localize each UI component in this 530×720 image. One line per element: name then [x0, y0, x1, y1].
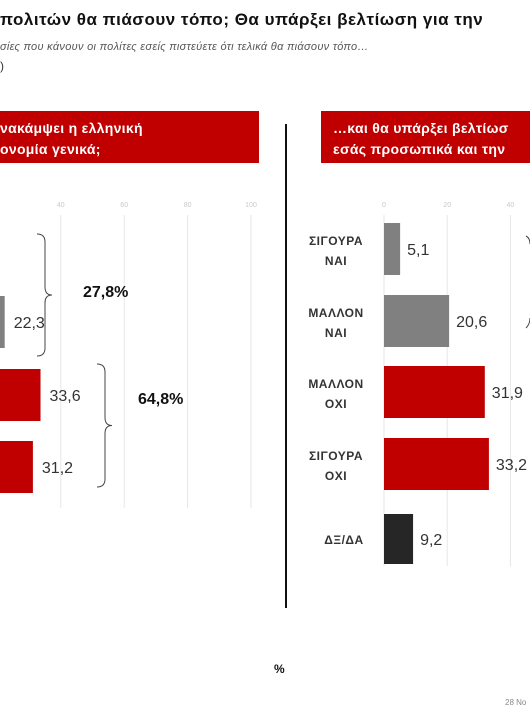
- right-tick-label: 20: [443, 202, 451, 209]
- left-bar-1: [0, 296, 5, 348]
- right-bar-3: [384, 366, 485, 418]
- left-bar-value-label: 31,2: [42, 460, 73, 477]
- right-panel-header: …και θα υπάρξει βελτίωσ εσάς προσωπικά κ…: [321, 111, 530, 163]
- right-bar-value-label: 9,2: [420, 532, 442, 549]
- left-panel-header-line1: νακάμψει η ελληνική: [0, 120, 143, 136]
- date-label: 28 No: [505, 698, 527, 707]
- right-tick-label: 40: [507, 202, 515, 209]
- left-tick-label: 40: [57, 202, 65, 209]
- right-category-label: ΜΑΛΛΟΝ: [308, 377, 363, 391]
- left-bar-value-label: 33,6: [50, 388, 81, 405]
- left-bar-3: [0, 441, 33, 493]
- left-brace-bottom: [96, 363, 113, 488]
- panel-divider: [285, 124, 287, 608]
- right-category-label: ΝΑΙ: [325, 254, 347, 268]
- right-brace-fragment-top: [525, 235, 530, 245]
- right-panel-header-line1: …και θα υπάρξει βελτίωσ: [333, 120, 509, 136]
- right-brace-fragment-bottom: [525, 317, 530, 329]
- left-panel-header-line2: ονομία γενικά;: [0, 141, 101, 157]
- unit-label: %: [274, 662, 285, 676]
- right-bar-value-label: 20,6: [456, 314, 487, 331]
- right-bar-2: [384, 295, 450, 347]
- left-tick-label: 60: [120, 202, 128, 209]
- left-group-label-bottom: 64,8%: [138, 391, 183, 408]
- right-bar-5: [384, 514, 414, 564]
- left-bar-2: [0, 369, 41, 421]
- right-bar-value-label: 5,1: [407, 242, 429, 259]
- base-note: ): [0, 59, 4, 73]
- right-category-label: ΔΞ/ΔΑ: [324, 533, 363, 547]
- left-brace-top: [36, 233, 53, 357]
- page-subtitle: σίες που κάνουν οι πολίτες εσείς πιστεύε…: [0, 41, 369, 53]
- right-bar-value-label: 33,2: [496, 457, 527, 474]
- right-category-label: ΣΙΓΟΥΡΑ: [309, 449, 363, 463]
- left-bar-value-label: 22,3: [14, 315, 45, 332]
- left-group-label-top: 27,8%: [83, 284, 128, 301]
- left-tick-label: 80: [184, 202, 192, 209]
- right-category-label: ΣΙΓΟΥΡΑ: [309, 234, 363, 248]
- right-category-label: ΟΧΙ: [325, 397, 347, 411]
- right-category-label: ΜΑΛΛΟΝ: [308, 306, 363, 320]
- left-panel-header: νακάμψει η ελληνική ονομία γενικά;: [0, 111, 259, 163]
- right-category-label: ΝΑΙ: [325, 326, 347, 340]
- page-title: πολιτών θα πιάσουν τόπο; Θα υπάρξει βελτ…: [0, 10, 484, 29]
- right-category-label: ΟΧΙ: [325, 469, 347, 483]
- right-panel-header-line2: εσάς προσωπικά και την: [333, 141, 506, 157]
- right-bar-1: [384, 223, 401, 275]
- left-tick-label: 100: [245, 202, 257, 209]
- right-bar-4: [384, 438, 489, 490]
- right-tick-label: 0: [382, 202, 386, 209]
- right-bar-value-label: 31,9: [492, 385, 523, 402]
